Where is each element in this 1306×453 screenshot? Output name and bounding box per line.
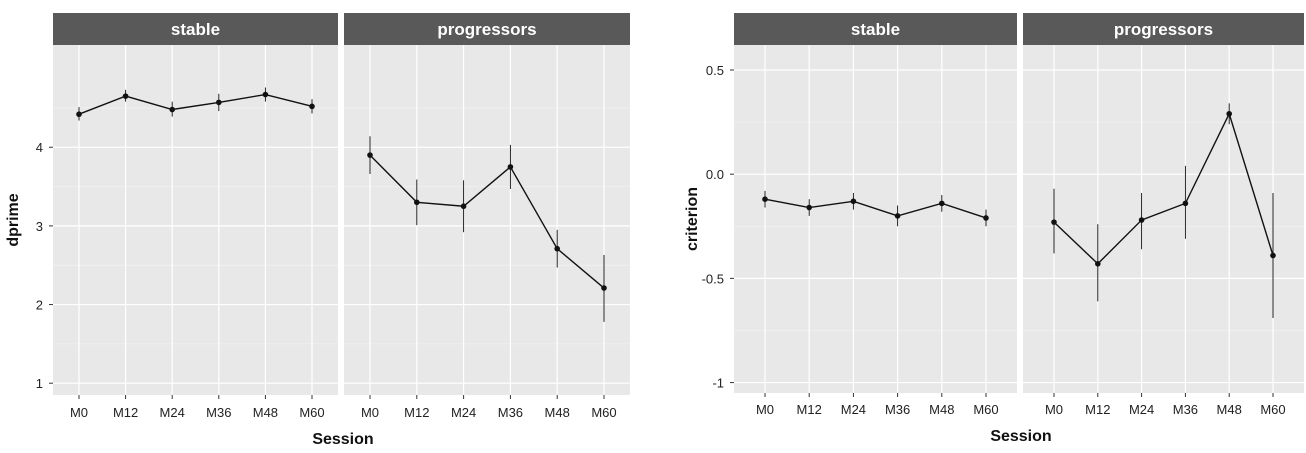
data-point (1270, 252, 1276, 259)
data-point (216, 99, 222, 106)
x-tick-label: M12 (113, 405, 138, 420)
panel-background (1023, 45, 1304, 393)
data-point (122, 93, 129, 99)
x-tick-label: M60 (1260, 402, 1285, 417)
x-tick-label: M12 (797, 402, 822, 417)
y-tick-label: 1 (36, 376, 43, 391)
panel-background (344, 45, 630, 395)
x-tick-label: M48 (545, 405, 570, 420)
facet-strip-label: progressors (1114, 20, 1213, 39)
x-tick-label: M36 (885, 402, 910, 417)
data-point (850, 198, 857, 205)
x-tick-label: M0 (361, 405, 379, 420)
facet-strip-label: progressors (437, 20, 536, 39)
y-axis-title: criterion (684, 187, 701, 251)
x-axis-title: Session (312, 431, 373, 448)
data-point (939, 200, 945, 207)
data-point (1182, 200, 1189, 207)
x-tick-label: M24 (451, 405, 476, 420)
x-tick-label: M48 (1217, 402, 1242, 417)
series-line (369, 154, 605, 289)
x-tick-label: M0 (1045, 402, 1063, 417)
data-point (367, 152, 373, 158)
data-point (1095, 261, 1101, 267)
y-axis-title: dprime (5, 193, 22, 246)
facet-strip (344, 13, 630, 45)
facet-stable: stable M0 M12 M24 M36 M48 M60 (734, 13, 1017, 417)
series-line (78, 93, 313, 115)
series-line (764, 198, 987, 219)
y-tick-label: -1 (712, 376, 724, 391)
facet-strip-label: stable (851, 20, 900, 39)
y-tick-label: 3 (36, 219, 43, 234)
x-tick-label: M48 (929, 402, 954, 417)
data-point (601, 285, 607, 291)
data-point (894, 213, 901, 219)
x-tick-label: M24 (841, 402, 866, 417)
data-point (806, 204, 812, 211)
facet-strip (734, 13, 1017, 45)
x-tick-label: M24 (160, 405, 185, 420)
x-tick-label: M60 (299, 405, 324, 420)
x-tick-label: M12 (404, 405, 429, 420)
x-tick-label: M36 (206, 405, 231, 420)
facet-progressors: progressors M0 M12 M24 M36 M48 M60 (344, 13, 630, 420)
x-tick-label: M12 (1085, 402, 1110, 417)
facet-strip-label: stable (171, 20, 220, 39)
data-point (309, 103, 315, 110)
y-tick-label: -0.5 (702, 271, 724, 286)
y-tick-label: 0.0 (706, 167, 724, 182)
data-point (554, 245, 560, 252)
y-tick-label: 2 (36, 298, 43, 313)
y-tick-label: 4 (36, 140, 43, 155)
chart-criterion: stable M0 M12 M24 M36 M48 M60 progressors M0 M12 M… (684, 13, 1304, 445)
data-point (169, 106, 175, 113)
x-tick-label: M24 (1129, 402, 1154, 417)
data-point (460, 203, 467, 210)
x-tick-label: M36 (498, 405, 523, 420)
chart-dprime: stable M0 M12 M24 M36 M48 M60 progressors M0 M12 M… (5, 13, 630, 448)
x-tick-label: M0 (756, 402, 774, 417)
facet-strip (53, 13, 338, 45)
facet-strip (1023, 13, 1304, 45)
x-tick-label: M60 (973, 402, 998, 417)
x-axis-title: Session (990, 428, 1051, 445)
data-point (76, 111, 82, 118)
facet-progressors: progressors M0 M12 M24 M36 M48 M60 (1023, 13, 1304, 417)
x-tick-label: M36 (1173, 402, 1198, 417)
y-tick-label: 0.5 (706, 63, 724, 78)
data-point (507, 164, 514, 170)
x-tick-label: M48 (253, 405, 278, 420)
panel-background (53, 45, 338, 395)
facet-stable: stable M0 M12 M24 M36 M48 M60 (53, 13, 338, 420)
data-point (1138, 217, 1145, 223)
x-tick-label: M60 (591, 405, 616, 420)
data-point (762, 196, 768, 203)
series-line (1053, 111, 1274, 265)
data-point (1051, 219, 1057, 225)
data-point (414, 199, 420, 206)
panel-background (734, 45, 1017, 393)
x-tick-label: M0 (70, 405, 88, 420)
data-point (262, 91, 269, 98)
data-point (1226, 110, 1232, 117)
data-point (983, 215, 989, 221)
